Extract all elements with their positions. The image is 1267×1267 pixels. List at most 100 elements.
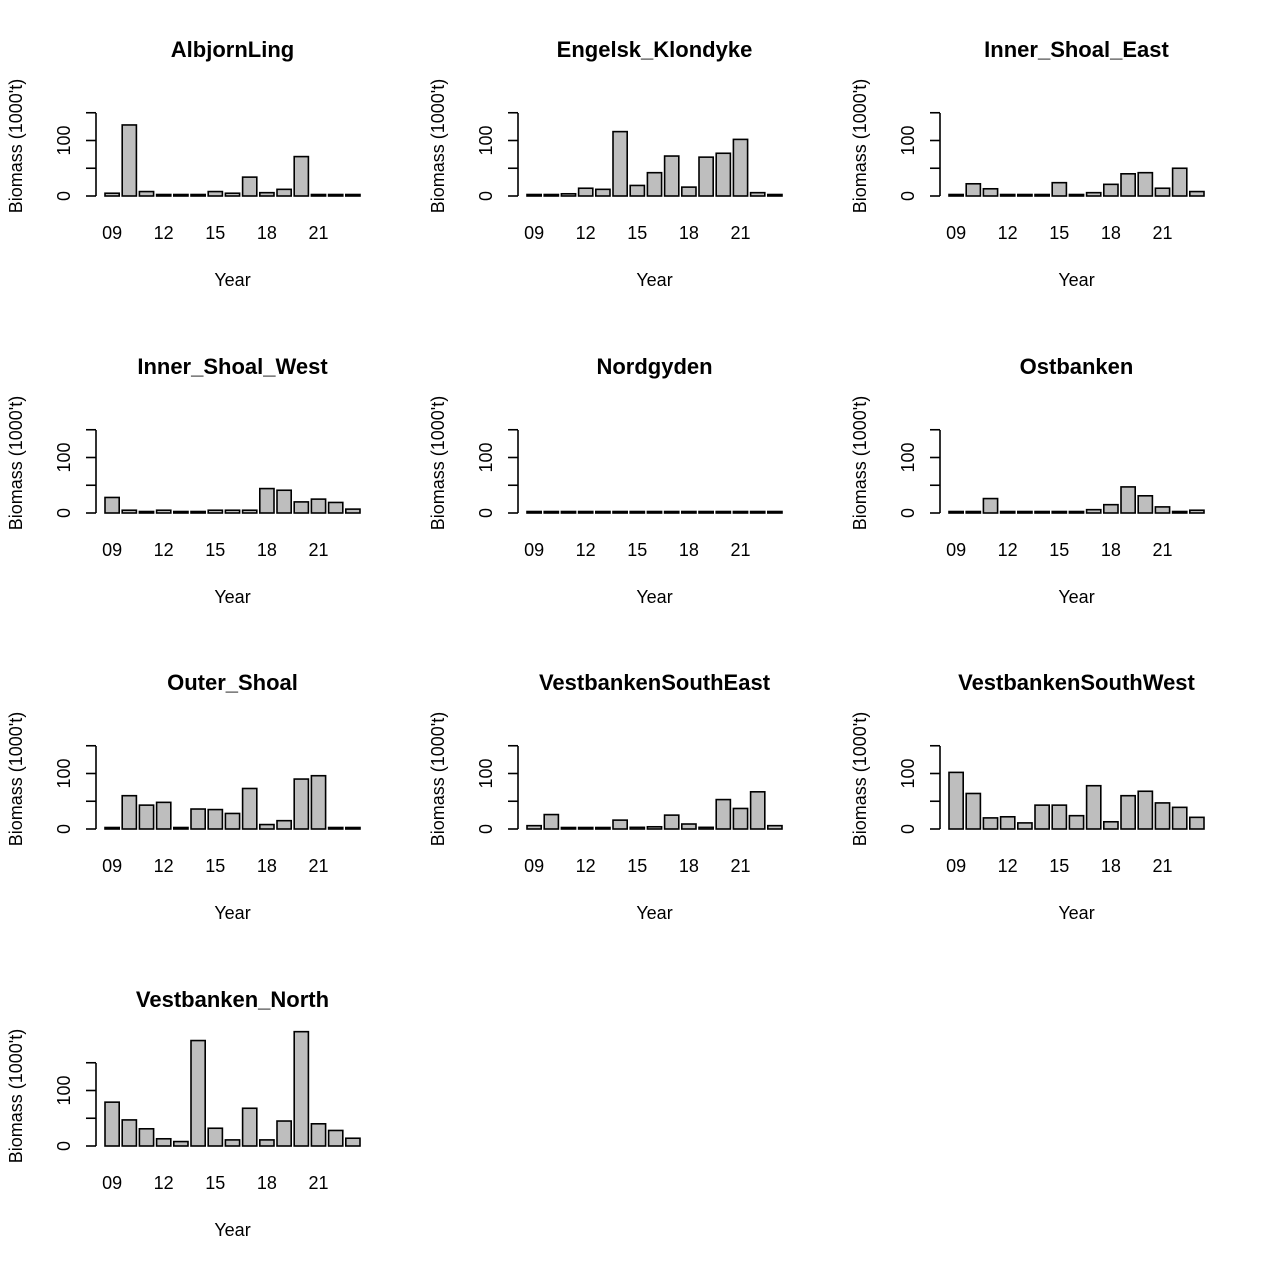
bar-22 bbox=[1171, 510, 1188, 514]
bar-19 bbox=[1120, 486, 1136, 514]
bar-19 bbox=[276, 819, 292, 830]
x-axis-label: Year bbox=[214, 1220, 250, 1240]
bar-16 bbox=[646, 171, 663, 197]
chart-title: Outer_Shoal bbox=[167, 670, 298, 695]
x-tick-label: 15 bbox=[627, 856, 647, 876]
bar-14 bbox=[612, 819, 628, 830]
x-tick-label: 15 bbox=[627, 540, 647, 560]
x-axis-label: Year bbox=[1058, 903, 1094, 923]
x-tick-label: 12 bbox=[576, 540, 596, 560]
bar-12 bbox=[999, 815, 1016, 830]
bar-chart-svg: Outer_Shoal 0 100 Biomass (1000't) 09 12 15 18 2… bbox=[6, 670, 361, 923]
chart-panel-outer-shoal: Outer_Shoal 0 100 Biomass (1000't) 09 12 15 18 2… bbox=[0, 633, 422, 949]
bar-16 bbox=[224, 509, 241, 514]
x-tick-label: 15 bbox=[205, 223, 225, 243]
bar-21 bbox=[310, 774, 327, 830]
x-tick-label: 09 bbox=[102, 223, 122, 243]
chart-panel-inner-shoal-west: Inner_Shoal_West 0 100 Biomass (1000't) 09 12… bbox=[0, 317, 422, 633]
bar-23 bbox=[344, 193, 361, 197]
bar-14 bbox=[1034, 510, 1050, 514]
bar-22 bbox=[327, 826, 344, 830]
x-axis-label: Year bbox=[636, 903, 672, 923]
chart-panel-nordgyden: Nordgyden 0 100 Biomass (1000't) 09 12 15 18 21 Y… bbox=[422, 317, 844, 633]
x-tick-label: 18 bbox=[1101, 540, 1121, 560]
y-tick-label: 0 bbox=[54, 191, 74, 201]
y-tick-label: 100 bbox=[54, 442, 74, 472]
y-tick-label: 0 bbox=[54, 824, 74, 834]
bar-15 bbox=[629, 826, 646, 830]
bar-23 bbox=[766, 193, 783, 197]
bar-13 bbox=[595, 510, 611, 514]
bar-09 bbox=[948, 510, 964, 514]
x-tick-label: 09 bbox=[524, 856, 544, 876]
x-tick-label: 12 bbox=[998, 223, 1018, 243]
bar-17 bbox=[1085, 784, 1102, 830]
bar-20 bbox=[293, 778, 310, 830]
bar-16 bbox=[646, 510, 663, 514]
bar-11 bbox=[982, 187, 999, 197]
bar-23 bbox=[766, 510, 783, 514]
bar-chart-svg: Nordgyden 0 100 Biomass (1000't) 09 12 15 18 21 Y… bbox=[428, 354, 783, 607]
bar-16 bbox=[224, 1139, 241, 1147]
bar-22 bbox=[327, 193, 344, 197]
bar-17 bbox=[241, 787, 258, 830]
bar-13 bbox=[173, 1140, 189, 1147]
bar-11 bbox=[138, 1127, 155, 1147]
y-axis-label: Biomass (1000't) bbox=[6, 712, 26, 847]
y-tick-label: 100 bbox=[54, 1075, 74, 1105]
chart-title: AlbjornLing bbox=[171, 37, 294, 62]
bar-09 bbox=[948, 193, 964, 197]
bar-16 bbox=[1068, 193, 1085, 197]
bar-11 bbox=[560, 192, 577, 197]
x-axis-label: Year bbox=[636, 587, 672, 607]
chart-panel-ostbanken: Ostbanken 0 100 Biomass (1000't) 09 12 15 18 21 Y… bbox=[844, 317, 1266, 633]
bar-chart-svg: VestbankenSouthEast 0 100 Biomass (1000't) 0… bbox=[428, 670, 783, 923]
bar-16 bbox=[1068, 510, 1085, 514]
bar-16 bbox=[224, 192, 241, 197]
y-axis-label: Biomass (1000't) bbox=[850, 79, 870, 214]
x-tick-label: 09 bbox=[102, 856, 122, 876]
bar-15 bbox=[629, 510, 646, 514]
bar-21 bbox=[732, 138, 749, 197]
bar-19 bbox=[276, 489, 292, 514]
x-axis-label: Year bbox=[214, 903, 250, 923]
bar-10 bbox=[543, 193, 560, 197]
bar-15 bbox=[207, 190, 224, 197]
bar-13 bbox=[1017, 193, 1033, 197]
bar-09 bbox=[526, 193, 542, 197]
bar-12 bbox=[577, 826, 594, 830]
bar-22 bbox=[749, 191, 766, 197]
bar-15 bbox=[207, 509, 224, 514]
x-tick-label: 12 bbox=[576, 223, 596, 243]
bar-22 bbox=[1171, 806, 1188, 830]
x-tick-label: 18 bbox=[257, 1173, 277, 1193]
bar-09 bbox=[104, 496, 120, 514]
x-tick-label: 18 bbox=[679, 223, 699, 243]
x-tick-label: 18 bbox=[679, 540, 699, 560]
x-tick-label: 15 bbox=[205, 1173, 225, 1193]
y-tick-label: 0 bbox=[898, 191, 918, 201]
chart-panel-vestbanken-north: Vestbanken_North 0 100 Biomass (1000't) 09 12… bbox=[0, 950, 422, 1266]
x-tick-label: 12 bbox=[576, 856, 596, 876]
bar-20 bbox=[715, 510, 732, 514]
chart-title: VestbankenSouthEast bbox=[539, 670, 771, 695]
bar-15 bbox=[207, 1127, 224, 1147]
x-tick-label: 09 bbox=[102, 1173, 122, 1193]
x-tick-label: 18 bbox=[1101, 856, 1121, 876]
bar-15 bbox=[1051, 181, 1068, 197]
bar-20 bbox=[293, 501, 310, 514]
bar-chart-svg: Ostbanken 0 100 Biomass (1000't) 09 12 15 18 21 Y… bbox=[850, 354, 1205, 607]
bar-23 bbox=[1188, 509, 1205, 514]
bar-14 bbox=[190, 510, 206, 514]
bar-16 bbox=[1068, 814, 1085, 830]
y-tick-label: 0 bbox=[476, 191, 496, 201]
y-tick-label: 100 bbox=[898, 442, 918, 472]
bar-18 bbox=[680, 186, 697, 197]
bar-21 bbox=[732, 807, 749, 830]
bar-21 bbox=[310, 1123, 327, 1147]
y-axis-label: Biomass (1000't) bbox=[428, 79, 448, 214]
bar-12 bbox=[155, 193, 172, 197]
bar-20 bbox=[293, 1030, 310, 1147]
bar-21 bbox=[310, 193, 327, 197]
